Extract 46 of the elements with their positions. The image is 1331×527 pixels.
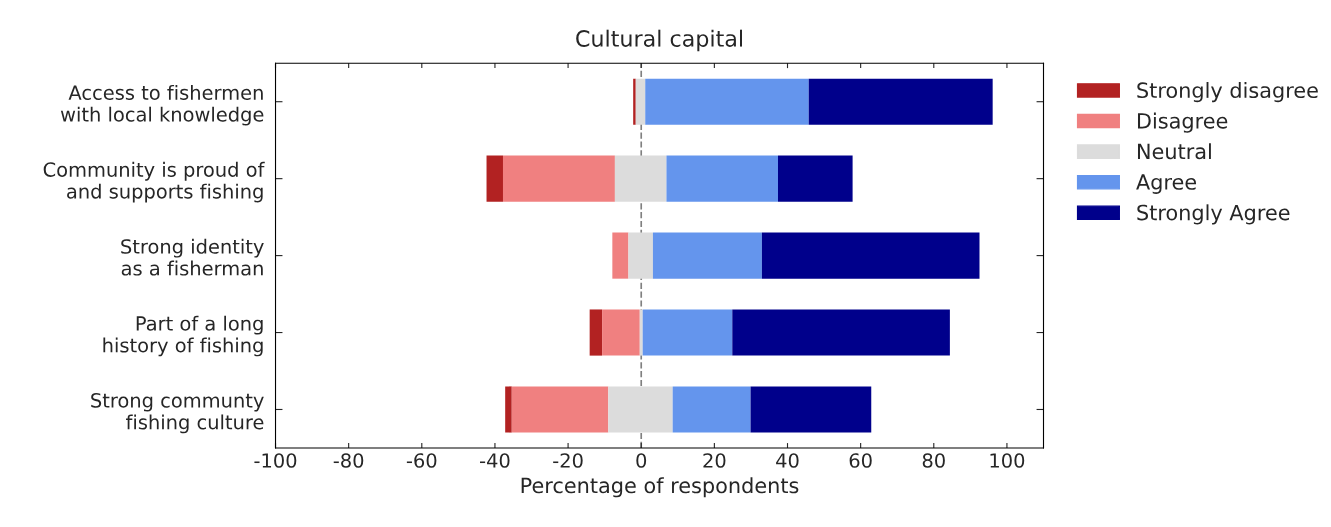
bar [502,155,615,202]
legend-label: Neutral [1137,143,1211,160]
legend-label: Agree [1136,174,1197,194]
x-tick-label: 40 [776,453,799,468]
bar [642,309,733,356]
bar [589,309,603,356]
y-tick-label: Access to fishermen with local knowledge [60,84,264,126]
bar [612,232,629,279]
x-tick-label: -80 [333,453,364,468]
x-tick-label: 20 [703,453,726,468]
legend-label: Strongly disagree [1137,81,1318,103]
bar [608,386,673,433]
x-axis-title: Percentage of respondents [521,477,799,498]
x-tick-label: 60 [849,453,872,468]
legend-label: Disagree [1137,112,1228,133]
bar [614,155,667,202]
bar [778,155,853,202]
x-tick-label: -100 [254,453,297,468]
bar [666,155,778,202]
bar [750,386,872,433]
x-tick-label: -60 [406,453,437,468]
bar [633,78,636,125]
bar [732,309,950,356]
x-tick-label: 0 [636,453,647,468]
bar [635,78,646,125]
bar [645,78,809,125]
bar [505,386,512,433]
chart-title: Cultural capital [576,29,743,52]
bar [628,232,653,279]
legend-label: Strongly Agree [1137,204,1290,225]
bar [602,309,640,356]
bar [761,232,980,279]
bar [486,155,503,202]
x-tick-label: -20 [553,453,583,468]
y-tick-label: Community is proud of and supports fishing [43,161,265,203]
y-tick-label: Part of a long history of fishing [103,315,263,357]
bar [672,386,751,433]
x-tick-label: -40 [480,453,510,468]
y-tick-label: Strong identity as a fisherman [121,238,264,276]
x-tick-label: 80 [922,453,945,468]
y-tick-label: Strong communty fishing culture [91,393,264,434]
bar [639,309,643,356]
bar [652,232,762,279]
x-tick-label: 100 [990,453,1025,468]
bar [511,386,609,433]
bar [808,78,993,125]
